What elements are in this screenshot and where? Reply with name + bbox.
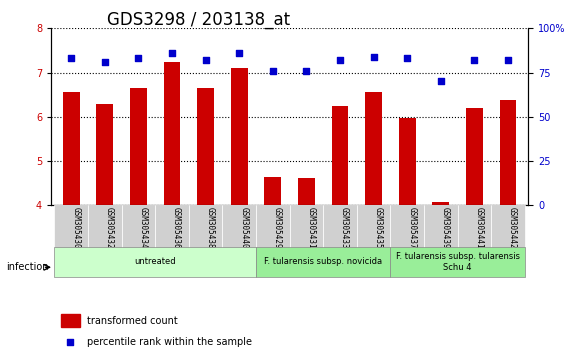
Point [403, 56, 412, 61]
Text: percentile rank within the sample: percentile rank within the sample [87, 337, 252, 347]
Bar [298, 178, 315, 205]
Text: GSM305442: GSM305442 [508, 207, 517, 249]
Text: untreated: untreated [135, 257, 176, 267]
Point [436, 79, 445, 84]
Bar [97, 104, 113, 205]
Text: GSM305439: GSM305439 [441, 207, 450, 249]
FancyBboxPatch shape [88, 205, 122, 248]
Text: F. tularensis subsp. tularensis
Schu 4: F. tularensis subsp. tularensis Schu 4 [396, 252, 520, 272]
Point [302, 68, 311, 74]
Bar [265, 177, 281, 205]
Bar [500, 100, 516, 205]
Text: GSM305432: GSM305432 [105, 207, 114, 249]
Bar [399, 118, 416, 205]
Bar [130, 88, 147, 205]
Text: GSM305435: GSM305435 [374, 207, 383, 249]
Point [504, 57, 513, 63]
Bar [63, 92, 80, 205]
Text: infection: infection [6, 262, 48, 272]
Point [369, 54, 378, 59]
Text: GSM305429: GSM305429 [273, 207, 282, 249]
Point [134, 56, 143, 61]
Bar [197, 88, 214, 205]
FancyBboxPatch shape [458, 205, 491, 248]
FancyBboxPatch shape [357, 205, 390, 248]
Bar [231, 68, 248, 205]
FancyBboxPatch shape [189, 205, 223, 248]
FancyBboxPatch shape [290, 205, 323, 248]
FancyBboxPatch shape [55, 247, 256, 277]
Bar [164, 62, 181, 205]
Point [168, 50, 177, 56]
Text: transformed count: transformed count [87, 316, 178, 326]
Text: GSM305441: GSM305441 [474, 207, 483, 249]
Bar [332, 106, 349, 205]
Point [66, 56, 76, 61]
Text: GSM305438: GSM305438 [206, 207, 215, 249]
FancyBboxPatch shape [323, 205, 357, 248]
Text: F. tularensis subsp. novicida: F. tularensis subsp. novicida [264, 257, 382, 267]
Text: GSM305434: GSM305434 [139, 207, 148, 249]
Point [470, 57, 479, 63]
FancyBboxPatch shape [424, 205, 458, 248]
Bar [365, 92, 382, 205]
Bar [61, 314, 80, 327]
FancyBboxPatch shape [223, 205, 256, 248]
Text: GDS3298 / 203138_at: GDS3298 / 203138_at [107, 11, 290, 29]
Text: GSM305440: GSM305440 [239, 207, 248, 249]
Text: GSM305431: GSM305431 [307, 207, 315, 249]
Text: GSM305430: GSM305430 [71, 207, 80, 249]
Point [66, 339, 75, 345]
Text: GSM305433: GSM305433 [340, 207, 349, 249]
FancyBboxPatch shape [55, 205, 88, 248]
FancyBboxPatch shape [491, 205, 525, 248]
Bar [432, 202, 449, 205]
FancyBboxPatch shape [122, 205, 155, 248]
Text: GSM305436: GSM305436 [172, 207, 181, 249]
Point [101, 59, 110, 65]
Point [201, 57, 210, 63]
Point [235, 50, 244, 56]
Bar [466, 108, 483, 205]
FancyBboxPatch shape [256, 247, 390, 277]
FancyBboxPatch shape [155, 205, 189, 248]
FancyBboxPatch shape [390, 247, 525, 277]
Point [336, 57, 345, 63]
Point [268, 68, 277, 74]
FancyBboxPatch shape [256, 205, 290, 248]
Text: GSM305437: GSM305437 [407, 207, 416, 249]
FancyBboxPatch shape [390, 205, 424, 248]
